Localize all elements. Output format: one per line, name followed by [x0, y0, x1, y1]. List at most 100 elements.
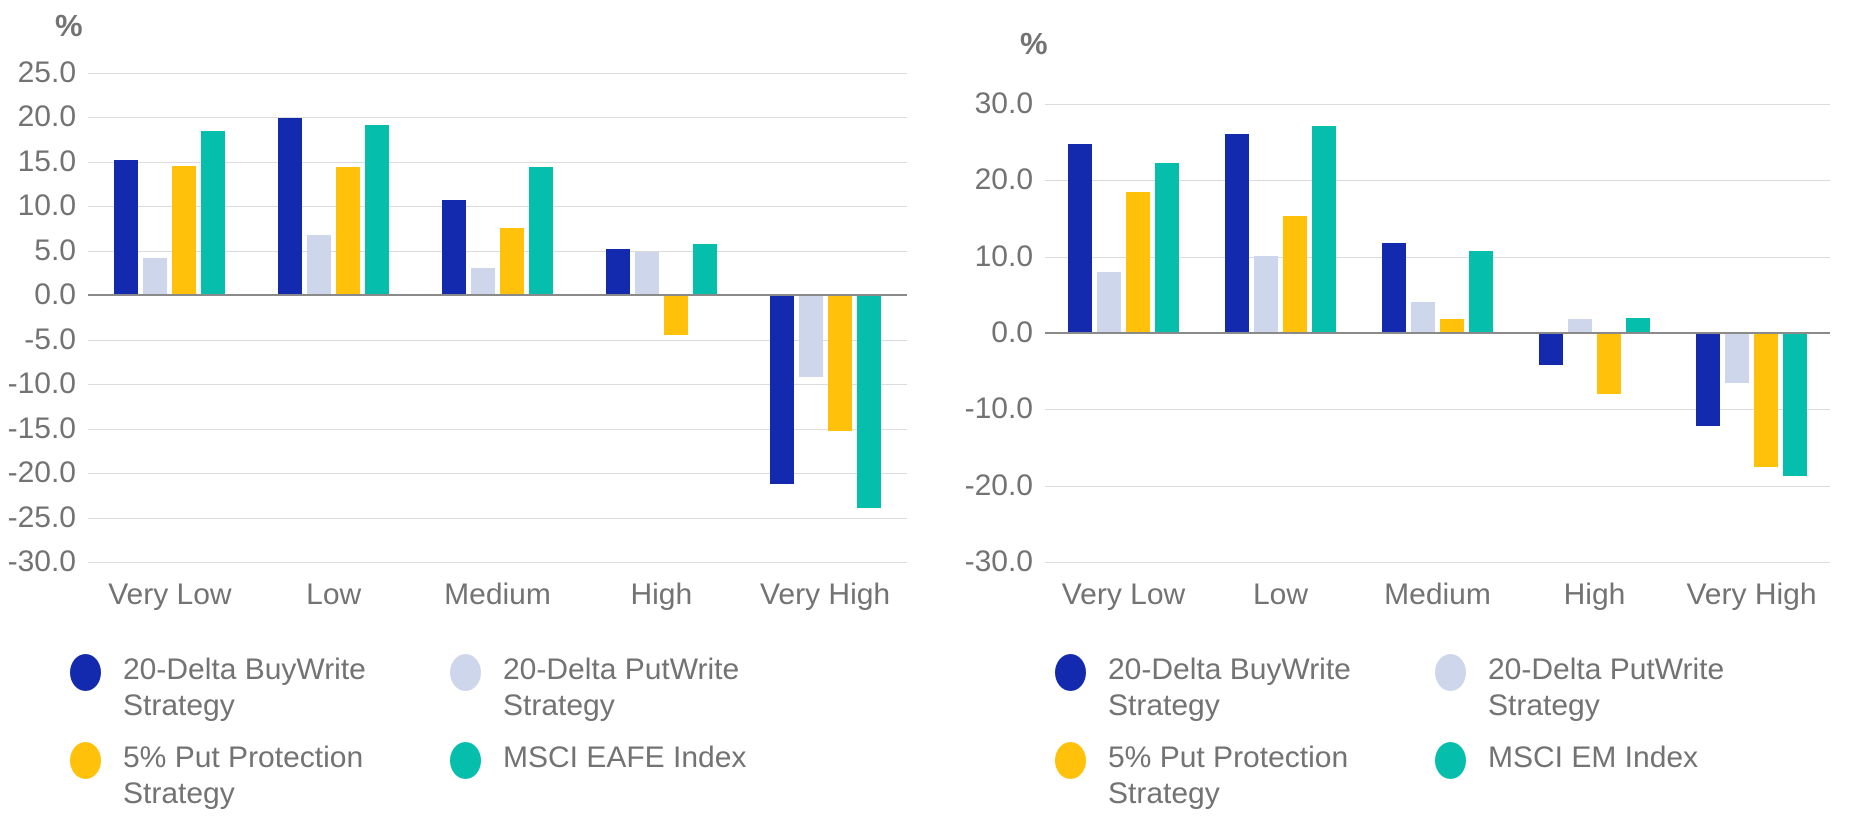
x-category-label-very-low: Very Low: [1061, 578, 1186, 611]
x-category-label-high: High: [630, 578, 693, 611]
gridline: [1045, 562, 1830, 563]
y-tick-label: 5.0: [34, 233, 76, 267]
chart-area: 30.0 20.0 10.0 0.0 -10.0 -20.0 -30.0: [935, 70, 1830, 578]
y-axis: 30.0 20.0 10.0 0.0 -10.0 -20.0 -30.0: [935, 87, 1045, 578]
x-category-label-medium: Medium: [1384, 578, 1491, 611]
legend-swatch-icon: [1435, 742, 1466, 779]
plot-area: [1045, 104, 1830, 563]
legend-item-20-delta-buywrite-strategy: 20-Delta BuyWrite Strategy: [1055, 652, 1435, 724]
legend-item-20-delta-buywrite-strategy: 20-Delta BuyWrite Strategy: [70, 652, 450, 724]
legend-swatch-icon: [1055, 742, 1086, 779]
y-tick-label: -10.0: [7, 367, 76, 401]
y-tick-label: 10.0: [17, 189, 76, 223]
y-tick-label: -5.0: [24, 322, 76, 356]
bar-20-delta-buywrite-strategy-medium: [1382, 242, 1406, 333]
legend-swatch-icon: [450, 654, 481, 691]
legend: 20-Delta BuyWrite Strategy 20-Delta PutWr…: [0, 652, 907, 812]
y-tick-label: -30.0: [964, 545, 1033, 578]
legend-item-5-put-protection-strategy: 5% Put Protection Strategy: [70, 740, 450, 812]
gridline: [88, 517, 907, 519]
y-tick-label: 10.0: [974, 239, 1033, 273]
legend-label: 20-Delta PutWrite Strategy: [503, 653, 740, 722]
zero-axis-line: [1045, 332, 1830, 334]
legend-label: MSCI EM Index: [1488, 741, 1699, 774]
bar-20-delta-buywrite-strategy-high: [605, 249, 630, 296]
legend-label: 20-Delta BuyWrite Strategy: [123, 653, 366, 722]
bar-5-put-protection-strategy-medium: [1440, 319, 1464, 333]
bar-msci-eafe-index-very-low: [201, 130, 226, 296]
bar-5-put-protection-strategy-low: [336, 167, 361, 296]
gridline: [1045, 485, 1830, 487]
y-axis: 25.0 20.0 15.0 10.0 5.0 0.0 -5.0 -10.0 -15.0 -20.…: [0, 56, 88, 578]
gridline: [1045, 256, 1830, 258]
x-category-label-very-low: Very Low: [108, 578, 232, 611]
legend-item-20-delta-putwrite-strategy: 20-Delta PutWrite Strategy: [450, 652, 830, 724]
bar-20-delta-putwrite-strategy-low: [307, 234, 332, 296]
chart-panel-msci-em: % 30.0 20.0 10.0 0.0 -10.0 -20.0 -30.0 Very Lo…: [935, 0, 1870, 840]
legend-swatch-icon: [1055, 654, 1086, 691]
bar-20-delta-buywrite-strategy-very-high: [1696, 333, 1720, 427]
bar-5-put-protection-strategy-very-high: [1754, 333, 1778, 467]
legend-item-msci-em-index: MSCI EM Index: [1435, 740, 1815, 812]
legend-swatch-icon: [70, 654, 101, 691]
legend-swatch-icon: [1435, 654, 1466, 691]
bar-group-very-high: [743, 73, 907, 562]
bar-5-put-protection-strategy-very-high: [827, 295, 852, 432]
y-tick-label: -25.0: [7, 500, 76, 534]
gridline: [88, 161, 907, 163]
bar-msci-eafe-index-very-high: [856, 295, 881, 508]
y-tick-label: -30.0: [7, 545, 76, 578]
legend-item-msci-eafe-index: MSCI EAFE Index: [450, 740, 830, 812]
gridline: [88, 384, 907, 386]
bar-20-delta-buywrite-strategy-very-low: [1068, 143, 1092, 333]
gridline: [88, 339, 907, 341]
bar-5-put-protection-strategy-very-low: [1126, 191, 1150, 333]
bar-group-medium: [1359, 104, 1516, 562]
bar-20-delta-buywrite-strategy-low: [1225, 133, 1249, 333]
y-tick-label: 15.0: [17, 144, 76, 178]
bar-msci-em-index-very-low: [1155, 162, 1179, 333]
legend-label: 5% Put Protection Strategy: [1108, 741, 1349, 810]
legend-swatch-icon: [450, 742, 481, 779]
legend-item-5-put-protection-strategy: 5% Put Protection Strategy: [1055, 740, 1435, 812]
bar-20-delta-buywrite-strategy-low: [278, 118, 303, 296]
x-category-label-medium: Medium: [444, 578, 551, 611]
bar-msci-em-index-very-high: [1783, 333, 1807, 476]
plot-area: [88, 73, 907, 563]
x-axis-labels: Very Low Low Medium High Very High: [1045, 562, 1830, 618]
bar-20-delta-putwrite-strategy-low: [1254, 255, 1278, 333]
gridline: [88, 73, 907, 74]
legend: 20-Delta BuyWrite Strategy 20-Delta PutWr…: [935, 652, 1830, 812]
x-axis-labels: Very Low Low Medium High Very High: [88, 562, 907, 618]
gridline: [88, 473, 907, 475]
zero-axis-line: [88, 294, 907, 297]
bar-cluster: [1696, 104, 1807, 562]
bar-group-very-high: [1673, 104, 1830, 562]
y-axis-unit-label: %: [1020, 26, 1048, 61]
y-tick-label: 0.0: [34, 278, 76, 312]
bar-msci-eafe-index-low: [365, 124, 390, 296]
gridline: [88, 250, 907, 252]
bar-group-low: [252, 73, 416, 562]
bar-5-put-protection-strategy-very-low: [172, 166, 197, 296]
bar-cluster: [1225, 104, 1336, 562]
bar-cluster: [769, 73, 881, 562]
bar-20-delta-putwrite-strategy-very-low: [1097, 271, 1121, 333]
bar-20-delta-putwrite-strategy-very-low: [143, 257, 168, 296]
y-tick-label: -20.0: [7, 456, 76, 490]
y-tick-label: 20.0: [17, 100, 76, 134]
legend-label: 5% Put Protection Strategy: [123, 741, 364, 810]
legend-swatch-icon: [70, 742, 101, 779]
bar-20-delta-putwrite-strategy-medium: [470, 267, 495, 296]
gridline: [88, 428, 907, 430]
bar-20-delta-putwrite-strategy-very-high: [798, 295, 823, 378]
bar-20-delta-putwrite-strategy-high: [1568, 319, 1592, 333]
bar-20-delta-buywrite-strategy-very-low: [114, 160, 139, 296]
top-spacer: [0, 0, 907, 70]
bar-5-put-protection-strategy-medium: [499, 227, 524, 296]
bar-cluster: [278, 73, 390, 562]
bar-20-delta-putwrite-strategy-high: [634, 251, 659, 296]
bar-20-delta-putwrite-strategy-very-high: [1725, 333, 1749, 384]
x-category-label-low: Low: [306, 578, 362, 611]
bar-group-low: [1202, 104, 1359, 562]
